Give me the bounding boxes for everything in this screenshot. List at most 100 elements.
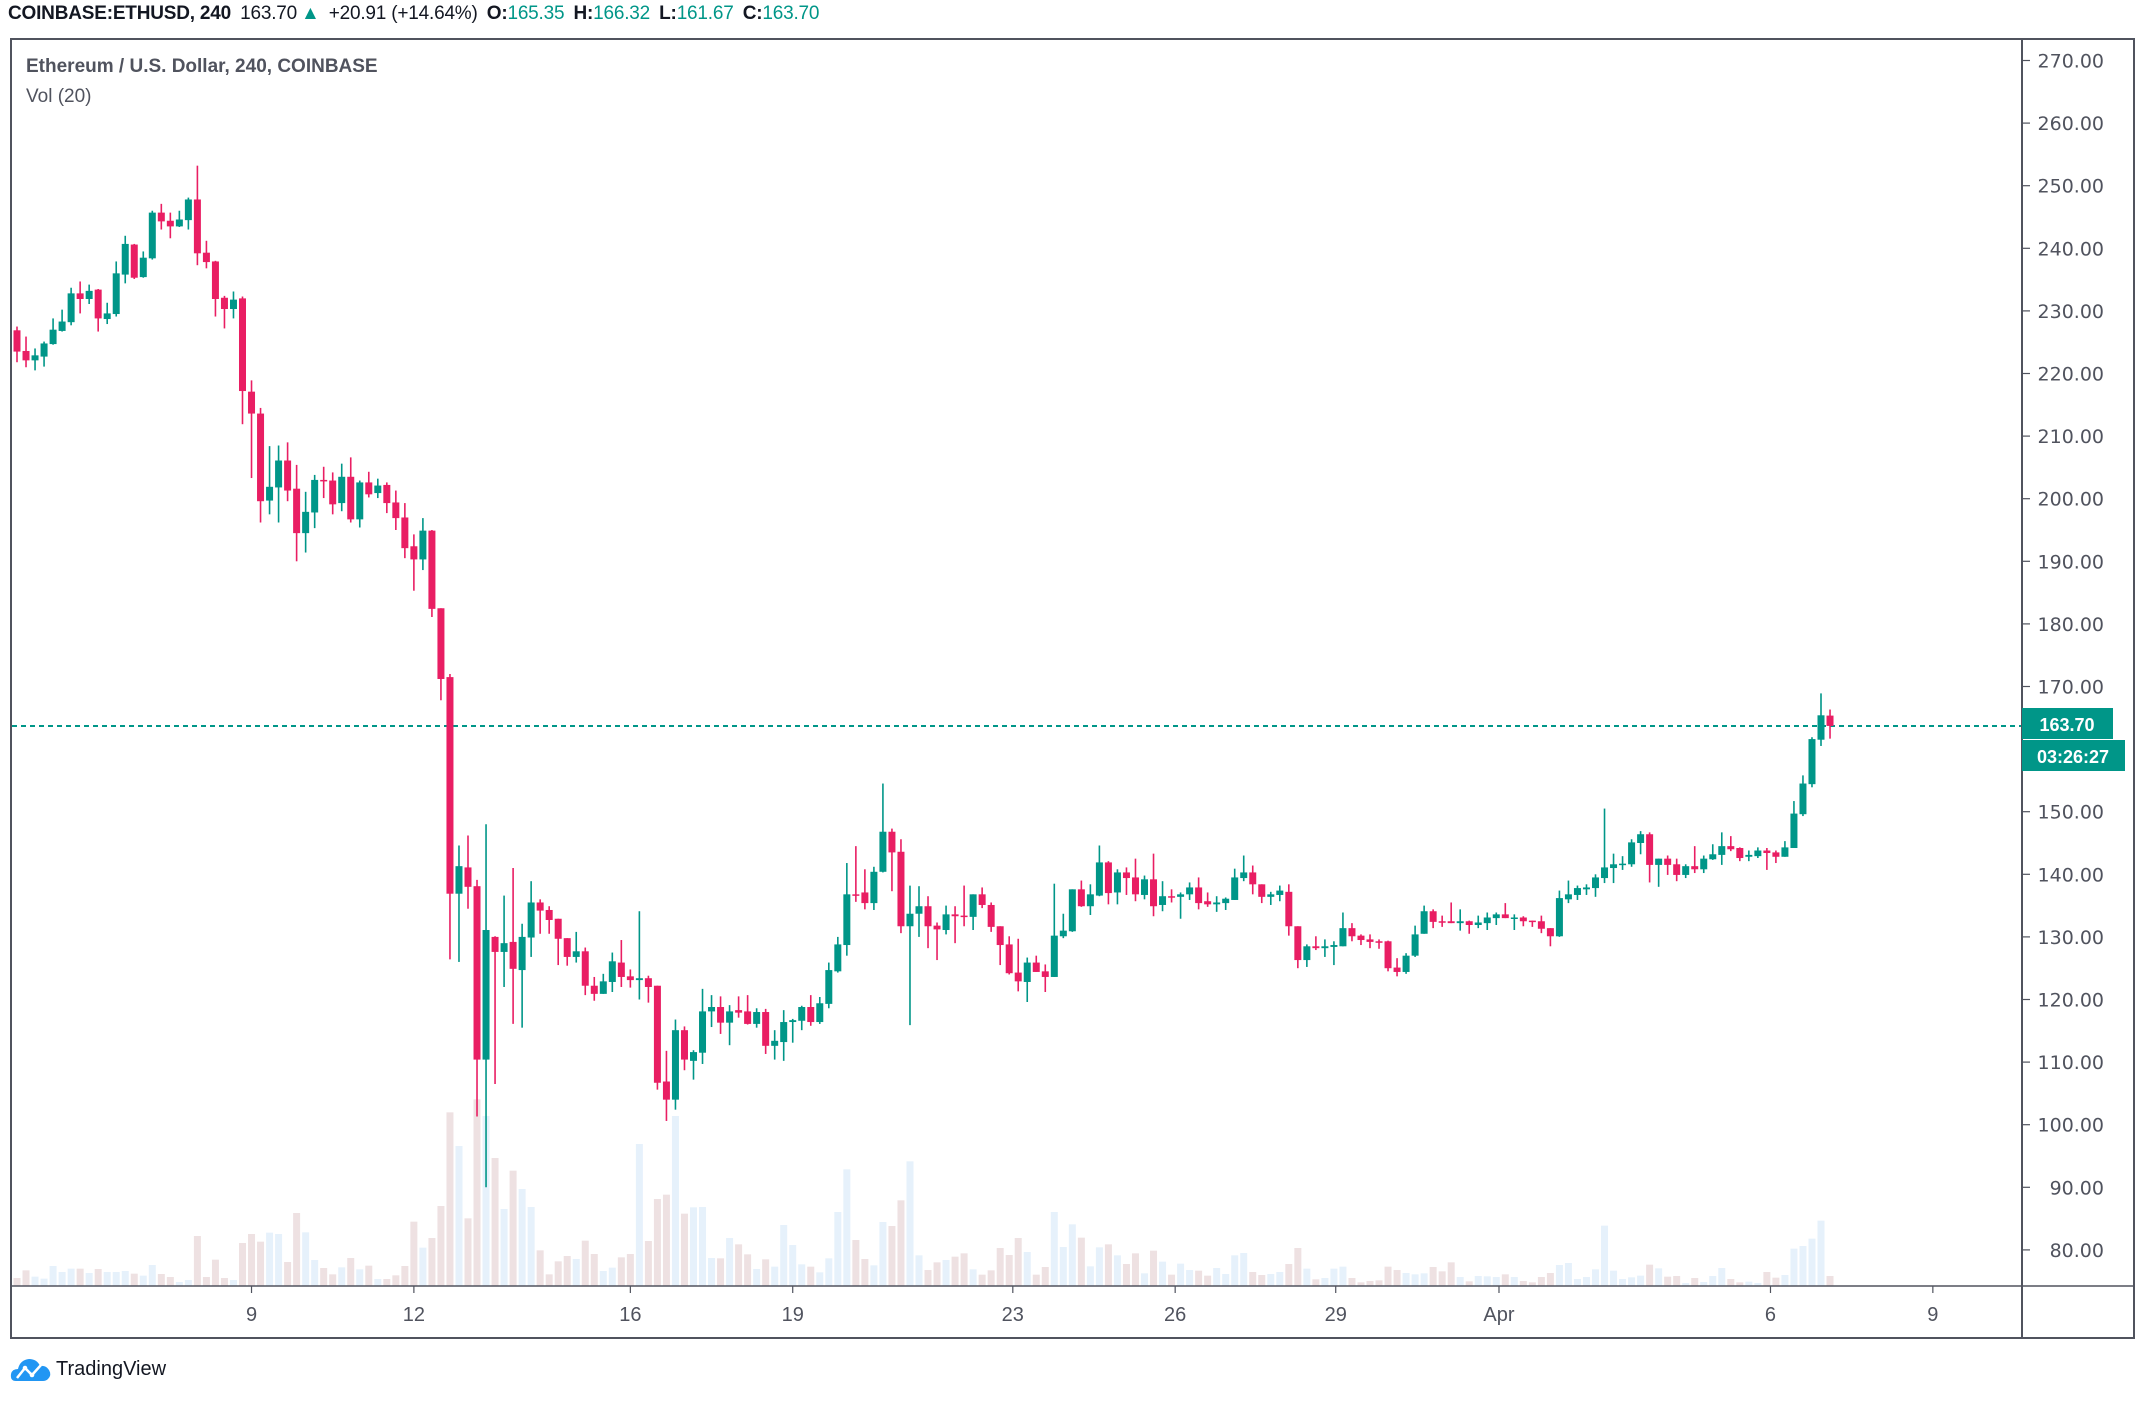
candle-body	[94, 289, 102, 319]
candle	[699, 988, 707, 1064]
volume-bar	[1168, 1274, 1176, 1286]
tradingview-logo[interactable]: TradingView	[10, 1356, 166, 1382]
candle-body	[1186, 887, 1194, 895]
candle	[680, 1026, 688, 1071]
candle-body	[1546, 928, 1554, 937]
candle-body	[1519, 917, 1527, 922]
candle-body	[1222, 898, 1230, 904]
volume-bar	[302, 1232, 310, 1286]
candle-body	[1673, 864, 1681, 875]
candle-body	[284, 460, 292, 491]
candle-body	[428, 530, 436, 609]
candle	[915, 886, 923, 937]
candle	[1745, 850, 1753, 862]
volume-bar	[365, 1265, 373, 1286]
candle-body	[771, 1040, 779, 1046]
candle	[1366, 934, 1374, 949]
candle	[1447, 902, 1455, 924]
candle	[744, 995, 752, 1025]
candle	[662, 1050, 670, 1121]
candle	[1204, 892, 1212, 907]
volume-bar	[509, 1170, 517, 1286]
volume-bar	[356, 1269, 364, 1286]
candle	[329, 472, 337, 515]
countdown-tag-value: 03:26:27	[2037, 747, 2109, 767]
candle	[635, 911, 643, 1000]
candle-body	[1050, 935, 1058, 977]
time-axis[interactable]: 9 12 16 19 23 26 29 Apr 6 9	[246, 1286, 1938, 1326]
volume-bar	[13, 1278, 21, 1286]
candle	[536, 899, 544, 934]
candle	[942, 905, 950, 935]
candle-body	[762, 1012, 770, 1046]
candle-body	[148, 212, 156, 259]
candle-body	[1682, 866, 1690, 875]
candle-body	[708, 1007, 716, 1012]
candle-body	[509, 941, 517, 969]
candle-body	[85, 290, 93, 300]
volume-bar	[527, 1207, 535, 1286]
candle-body	[1808, 739, 1816, 785]
volume-bar	[1050, 1212, 1058, 1286]
volume-bar	[1195, 1270, 1203, 1286]
volume-bar	[590, 1254, 598, 1286]
volume-bar	[437, 1206, 445, 1286]
candle	[1546, 928, 1554, 947]
candle-body	[1159, 896, 1167, 905]
candle	[1619, 856, 1627, 870]
candle	[518, 923, 526, 1028]
candle-body	[1610, 864, 1618, 869]
volume-bar	[635, 1144, 643, 1286]
candle	[139, 251, 147, 278]
volume-bar	[103, 1272, 111, 1286]
volume-bar	[1240, 1253, 1248, 1286]
candle-body	[626, 976, 634, 981]
candle	[193, 165, 201, 266]
volume-bar	[1474, 1276, 1482, 1286]
candle-body	[1204, 901, 1212, 905]
candle	[1637, 831, 1645, 855]
candle	[1357, 934, 1365, 946]
candle	[879, 783, 887, 873]
volume-indicator-label[interactable]: Vol (20)	[26, 86, 92, 107]
candle	[347, 457, 355, 523]
candle	[1005, 936, 1013, 975]
volume-bar	[1519, 1281, 1527, 1286]
volume-bar	[708, 1258, 716, 1286]
candle	[428, 530, 436, 618]
volume-bar	[536, 1250, 544, 1286]
candle-body	[1240, 872, 1248, 879]
candle	[202, 240, 210, 269]
candle	[1492, 912, 1500, 926]
volume-bar	[1339, 1266, 1347, 1286]
candle-body	[257, 413, 265, 502]
volume-bar	[1483, 1276, 1491, 1286]
candle	[1086, 884, 1094, 915]
candle-body	[906, 913, 914, 927]
volume-bar	[1772, 1277, 1780, 1286]
volume-bar	[491, 1158, 499, 1286]
candle	[1754, 847, 1762, 859]
volume-bar	[996, 1248, 1004, 1286]
candle-body	[1113, 872, 1121, 893]
candle-body	[572, 951, 580, 957]
volume-bar	[762, 1259, 770, 1286]
volume-bar	[464, 1218, 472, 1286]
volume-bar	[1429, 1267, 1437, 1286]
candle-body	[1321, 946, 1329, 949]
time-tick-label: 9	[1927, 1304, 1938, 1326]
candle-body	[193, 199, 201, 254]
volume-bar	[879, 1222, 887, 1286]
candle	[870, 866, 878, 910]
candle	[1321, 939, 1329, 957]
candle	[58, 309, 66, 332]
price-change: +20.91 (+14.64%)	[328, 3, 478, 24]
candle	[1700, 855, 1708, 874]
price-axis[interactable]: 270.00 260.00 250.00 240.00 230.00 220.00 210.…	[2022, 51, 2104, 1262]
volume-bar	[1402, 1273, 1410, 1286]
volume-bar	[1077, 1237, 1085, 1286]
price-tick-label: 240.00	[2038, 238, 2104, 260]
close-value: 163.70	[762, 3, 820, 24]
tradingview-cloud-icon	[10, 1359, 51, 1381]
